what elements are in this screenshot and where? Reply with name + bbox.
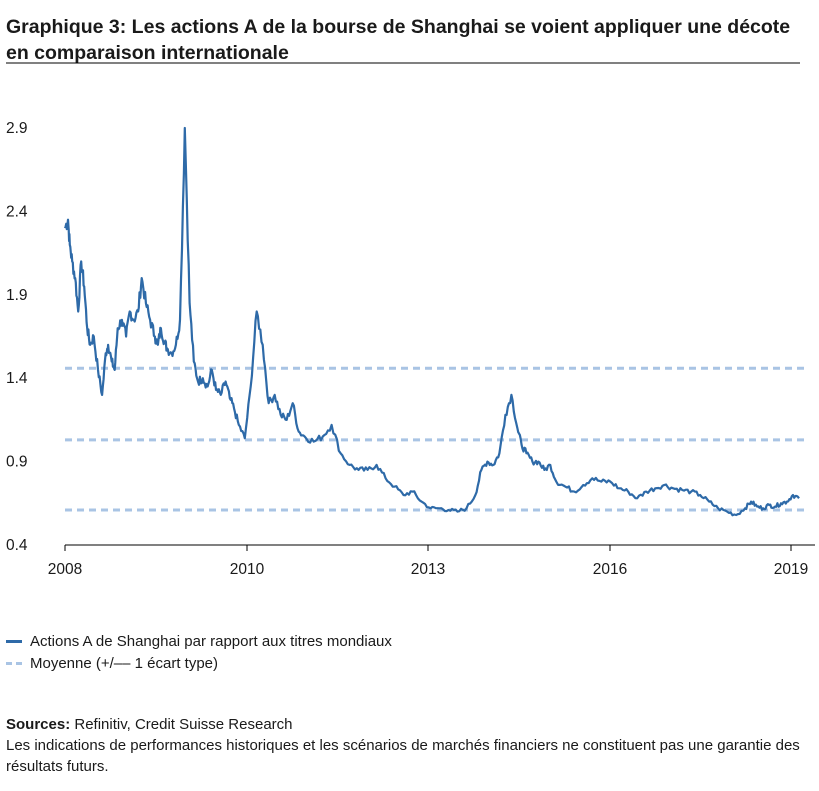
mean-lines [65,366,808,512]
x-tick-label: 2016 [593,561,627,578]
x-tick-label: 2010 [230,561,265,578]
y-tick-label: 2.9 [6,120,28,137]
x-tick-label: 2019 [774,561,808,578]
legend-label-series: Actions A de Shanghai par rapport aux ti… [30,633,392,650]
sources-label: Sources: [6,716,71,733]
sources-line: Sources: Refinitiv, Credit Suisse Resear… [6,714,806,735]
series-line [63,126,800,517]
y-tick-label: 1.9 [6,287,28,304]
x-tick-label: 2008 [48,561,82,578]
legend-swatch-series [6,639,22,643]
y-axis: 0.4 0.9 1.4 1.9 2.4 2.9 [6,120,28,554]
y-tick-label: 1.4 [6,370,28,387]
legend-item-series: Actions A de Shanghai par rapport aux ti… [6,633,392,650]
x-tick-label: 2013 [411,561,445,578]
sources-block: Sources: Refinitiv, Credit Suisse Resear… [6,714,806,777]
chart-title: Graphique 3: Les actions A de la bourse … [6,16,791,64]
disclaimer: Les indications de performances historiq… [6,737,800,775]
y-tick-label: 0.4 [6,537,28,554]
x-axis: 2008 2010 2013 2016 2019 [48,544,815,578]
y-tick-label: 2.4 [6,203,28,220]
chart-canvas: 0.4 0.9 1.4 1.9 2.4 2.9 2008 2010 2013 2016 2019 [6,62,815,578]
y-tick-label: 0.9 [6,454,28,471]
legend-label-mean: Moyenne (+/–– 1 écart type) [30,655,219,672]
sources-text: Refinitiv, Credit Suisse Research [70,716,293,733]
legend-swatch-mean [6,661,22,665]
legend-item-mean: Moyenne (+/–– 1 écart type) [6,655,218,672]
